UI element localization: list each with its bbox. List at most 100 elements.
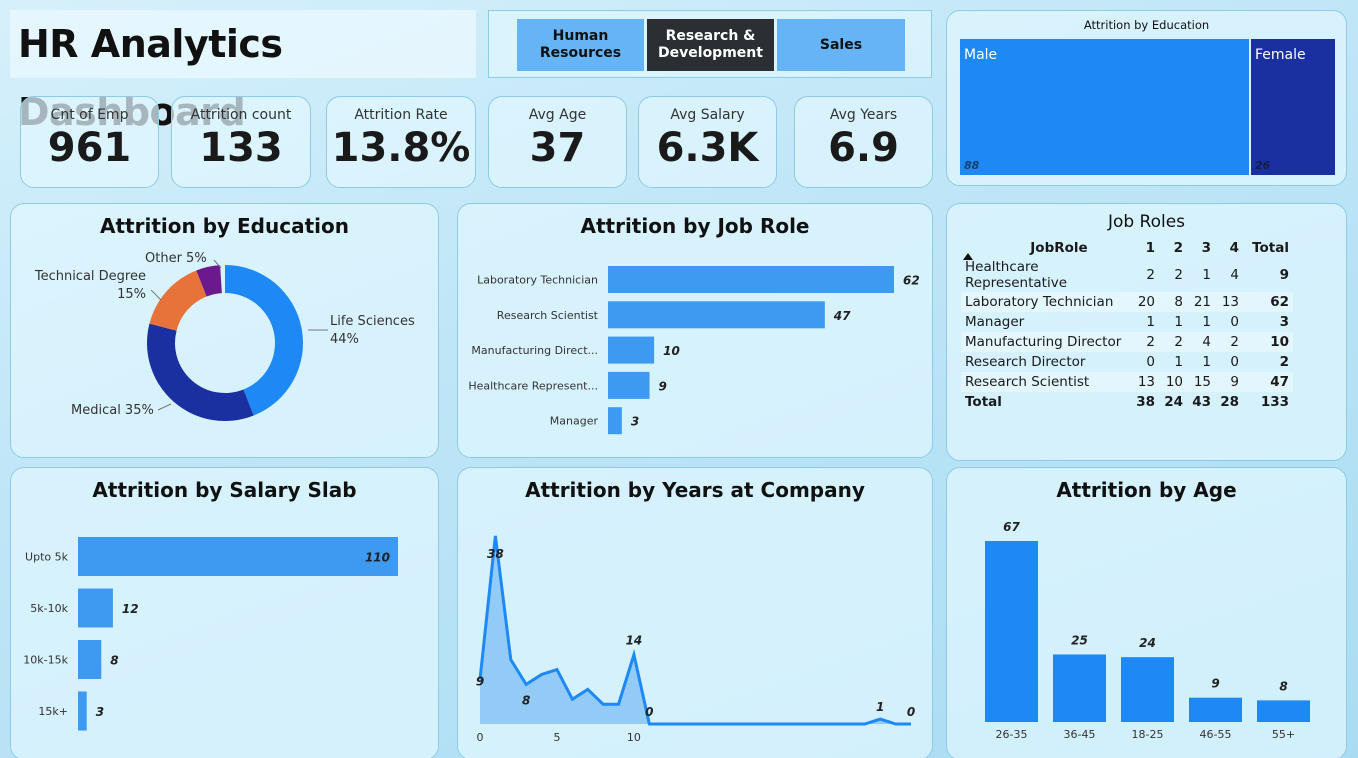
table-header-cell[interactable]: Total: [1252, 240, 1289, 256]
table-cell: 1: [1202, 354, 1211, 370]
table-header-cell[interactable]: JobRole: [1030, 240, 1088, 256]
bar-category-label: Manufacturing Direct...: [471, 344, 598, 357]
job-role-bar[interactable]: [608, 371, 650, 399]
bar-category-label: Laboratory Technician: [477, 274, 598, 287]
kpi-value: 961: [47, 125, 132, 171]
table-cell: 1: [1174, 314, 1183, 330]
salary-bar[interactable]: [78, 537, 398, 576]
x-tick-label: 36-45: [1064, 728, 1096, 741]
kpi-card-attrition-count: Attrition count 133: [171, 96, 311, 188]
treemap-panel: Attrition by Education Male 88 Female 26: [946, 10, 1347, 186]
donut-slice-label: Medical 35%: [71, 403, 154, 418]
bar-value-label: 3: [631, 415, 639, 429]
age-bar[interactable]: [1257, 700, 1310, 722]
table-row: Research Director 0 1 1 0 2: [961, 352, 1293, 372]
x-tick-label: 0: [477, 731, 484, 744]
treemap-cell[interactable]: [960, 39, 1250, 175]
table-header-cell[interactable]: 1: [1145, 240, 1155, 256]
point-value-label: 9: [476, 674, 484, 688]
donut-slice[interactable]: [147, 323, 254, 421]
salary-bar[interactable]: [78, 640, 102, 679]
bar-value-label: 9: [659, 379, 667, 393]
donut-slice[interactable]: [149, 270, 207, 331]
donut-slice-label: Life Sciences: [330, 314, 415, 329]
kpi-label: Avg Age: [528, 107, 587, 123]
bar-value-label: 47: [833, 309, 851, 323]
table-cell: Manufacturing Director: [961, 332, 1131, 352]
salary-bar[interactable]: [78, 691, 87, 731]
kpi-card-attrition-rate: Attrition Rate 13.8%: [326, 96, 476, 188]
point-value-label: 0: [907, 705, 915, 719]
job-role-bar[interactable]: [608, 301, 825, 329]
age-bar[interactable]: [985, 541, 1038, 722]
kpi-label: Avg Salary: [670, 107, 745, 123]
table-cell: 2: [1174, 267, 1183, 283]
table-cell: Research Scientist: [961, 372, 1131, 392]
donut-slice-label: Technical Degree: [34, 269, 146, 284]
donut-slice-label: Other 5%: [145, 251, 207, 266]
kpi-value: 6.9: [828, 125, 899, 171]
bar-value-label: 67: [1003, 520, 1020, 534]
table-cell: Laboratory Technician: [961, 292, 1131, 312]
job-role-bar[interactable]: [608, 336, 655, 364]
tab-sales[interactable]: Sales: [777, 19, 905, 71]
table-cell: 43: [1192, 394, 1211, 410]
age-bar[interactable]: [1121, 657, 1174, 722]
bar-category-label: 10k-15k: [23, 654, 68, 667]
sort-ascending-icon[interactable]: [963, 253, 973, 260]
tab-research-development[interactable]: Research & Development: [647, 19, 774, 71]
salary-bar-chart: Upto 5k 110 5k-10k 12 10k-15k 8 15k+ 3: [23, 537, 398, 731]
kpi-label: Attrition Rate: [354, 107, 448, 123]
job-role-bar[interactable]: [608, 266, 894, 293]
table-cell: 4: [1230, 267, 1239, 283]
area-line[interactable]: [478, 535, 911, 726]
bar-value-label: 8: [110, 654, 118, 668]
kpi-value: 13.8%: [331, 125, 471, 171]
table-header-cell[interactable]: 4: [1229, 240, 1239, 256]
job-roles-table-panel: Job Roles JobRole 1 2 3 4 Total Healthcare Rep…: [946, 203, 1347, 461]
donut-slice[interactable]: [225, 265, 304, 416]
x-tick-label: 55+: [1272, 728, 1295, 741]
table-cell: Total: [965, 394, 1002, 410]
years-title: Attrition by Years at Company: [525, 478, 865, 502]
x-tick-label: 18-25: [1132, 728, 1164, 741]
donut-slice[interactable]: [196, 265, 222, 297]
age-bar[interactable]: [1053, 654, 1106, 722]
job-role-panel: Attrition by Job Role Laboratory Technic…: [457, 203, 933, 458]
table-header-cell[interactable]: 2: [1173, 240, 1183, 256]
treemap-chart: Male 88 Female 26: [960, 39, 1335, 175]
years-panel: Attrition by Years at Company 9 38 8 14 0 1 0 0…: [457, 467, 933, 758]
kpi-value: 6.3K: [656, 125, 759, 171]
table-cell: 62: [1243, 292, 1293, 312]
table-header-cell[interactable]: 3: [1201, 240, 1211, 256]
kpi-card-avg-salary: Avg Salary 6.3K: [638, 96, 777, 188]
table-row: Healthcare Representative 2 2 1 4 9: [961, 258, 1293, 292]
education-donut-panel: Attrition by Education Life Sciences 44% M…: [10, 203, 439, 458]
bar-value-label: 24: [1139, 636, 1156, 650]
tab-human-resources[interactable]: Human Resources: [517, 19, 644, 71]
salary-bar[interactable]: [78, 588, 113, 628]
bar-value-label: 62: [903, 274, 920, 288]
treemap-cell-value: 88: [964, 159, 980, 172]
treemap-title: Attrition by Education: [1083, 18, 1210, 32]
table-cell: 20: [1131, 292, 1159, 312]
treemap-cell-label: Male: [964, 47, 997, 63]
tab-label: Sales: [819, 36, 863, 53]
salary-slab-panel: Attrition by Salary Slab Upto 5k 110 5k-10…: [10, 467, 439, 758]
age-bar[interactable]: [1189, 697, 1242, 722]
table-cell: 28: [1220, 394, 1239, 410]
age-panel: Attrition by Age 67 26-35 25 36-45 24 18-25 9 4…: [946, 467, 1347, 758]
table-cell: 0: [1230, 314, 1239, 330]
treemap-cell[interactable]: [1251, 39, 1335, 175]
x-tick-label: 46-55: [1200, 728, 1232, 741]
table-cell: 1: [1174, 354, 1183, 370]
kpi-card-emp-count: Cnt of Emp 961: [20, 96, 159, 188]
bar-category-label: Manager: [550, 415, 599, 428]
table-cell: 1: [1202, 267, 1211, 283]
treemap-cell-value: 26: [1255, 159, 1271, 172]
bar-category-label: 15k+: [38, 705, 68, 718]
kpi-label: Cnt of Emp: [50, 107, 129, 123]
job-role-bar[interactable]: [608, 407, 622, 435]
title-box: HR Analytics Dashboard: [10, 10, 476, 134]
table-cell: 2: [1215, 332, 1243, 352]
